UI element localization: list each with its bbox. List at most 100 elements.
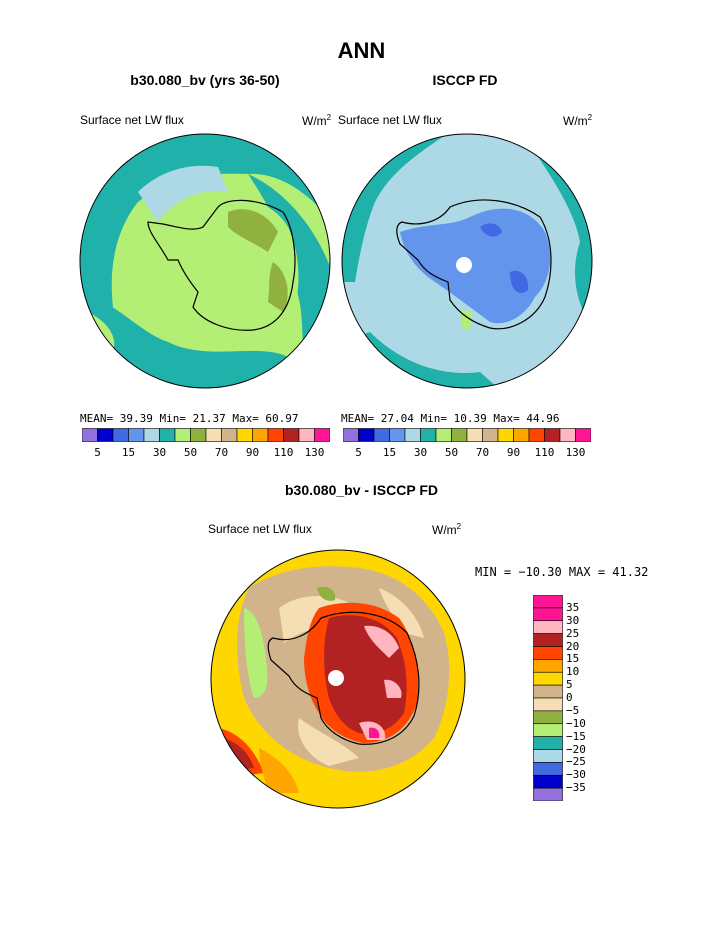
colorbar-tick-label: −30 <box>566 768 586 782</box>
colorbar-swatch <box>343 428 359 442</box>
colorbar-tick-label: −35 <box>566 781 586 795</box>
colorbar-swatch <box>221 428 238 442</box>
colorbar-tick-label: 15 <box>382 446 397 459</box>
colorbar-swatch <box>482 428 499 442</box>
diff-colorbar <box>533 595 563 801</box>
colorbar-swatch <box>190 428 207 442</box>
colorbar-tick-label: 50 <box>183 446 198 459</box>
colorbar-swatch <box>128 428 145 442</box>
colorbar-swatch <box>97 428 114 442</box>
right-colorbar <box>343 428 591 442</box>
colorbar-tick-label: 30 <box>152 446 167 459</box>
colorbar-swatch <box>174 428 191 442</box>
colorbar-swatch <box>420 428 437 442</box>
colorbar-swatch <box>373 428 390 442</box>
colorbar-swatch <box>533 697 563 712</box>
colorbar-swatch <box>533 736 563 750</box>
colorbar-tick-label: 70 <box>214 446 229 459</box>
colorbar-tick-label: −5 <box>566 703 580 717</box>
diff-polar-map <box>210 549 466 809</box>
colorbar-tick-label: 90 <box>245 446 260 459</box>
colorbar-swatch <box>112 428 129 442</box>
right-panel-title: ISCCP FD <box>432 72 498 88</box>
colorbar-swatch <box>205 428 222 442</box>
right-units-label: W/m2 <box>563 113 593 128</box>
colorbar-swatch <box>575 428 591 442</box>
left-panel-title: b30.080_bv (yrs 36-50) <box>130 72 280 88</box>
colorbar-tick-label: 10 <box>566 665 580 679</box>
colorbar-tick-label: 5 <box>355 446 362 459</box>
right-stats: MEAN= 27.04 Min= 10.39 Max= 44.96 <box>341 412 560 425</box>
colorbar-swatch <box>533 774 563 789</box>
colorbar-swatch <box>533 646 563 660</box>
left-colorbar <box>82 428 330 442</box>
colorbar-swatch <box>533 595 563 609</box>
colorbar-swatch <box>451 428 468 442</box>
colorbar-swatch <box>533 749 563 763</box>
colorbar-tick-label: 90 <box>506 446 521 459</box>
colorbar-swatch <box>82 428 98 442</box>
colorbar-swatch <box>143 428 160 442</box>
colorbar-swatch <box>533 762 563 776</box>
colorbar-swatch <box>252 428 269 442</box>
diff-variable-label: Surface net LW flux <box>208 522 312 536</box>
colorbar-swatch <box>435 428 452 442</box>
colorbar-swatch <box>314 428 330 442</box>
colorbar-tick-label: 110 <box>273 446 294 459</box>
colorbar-swatch <box>533 607 563 622</box>
colorbar-swatch <box>267 428 284 442</box>
colorbar-tick-label: −25 <box>566 755 586 769</box>
colorbar-tick-label: 35 <box>566 600 580 614</box>
colorbar-swatch <box>466 428 483 442</box>
colorbar-swatch <box>497 428 514 442</box>
colorbar-tick-label: 5 <box>94 446 101 459</box>
colorbar-tick-label: 5 <box>566 678 573 692</box>
colorbar-swatch <box>389 428 406 442</box>
left-polar-map <box>79 133 331 389</box>
colorbar-tick-label: 30 <box>413 446 428 459</box>
colorbar-swatch <box>533 633 563 647</box>
colorbar-swatch <box>528 428 545 442</box>
colorbar-swatch <box>404 428 421 442</box>
colorbar-tick-label: 70 <box>475 446 490 459</box>
right-polar-map <box>341 133 593 389</box>
diff-stats: MIN = −10.30 MAX = 41.32 <box>475 565 649 579</box>
left-colorbar-ticks: 5 15 30 50 70 90 110 130 <box>82 446 330 460</box>
colorbar-swatch <box>533 671 563 686</box>
colorbar-swatch <box>559 428 576 442</box>
right-variable-label: Surface net LW flux <box>338 113 442 127</box>
colorbar-tick-label: 50 <box>444 446 459 459</box>
colorbar-swatch <box>159 428 176 442</box>
left-variable-label: Surface net LW flux <box>80 113 184 127</box>
colorbar-tick-label: −15 <box>566 729 586 743</box>
colorbar-swatch <box>533 723 563 737</box>
colorbar-swatch <box>236 428 253 442</box>
colorbar-tick-label: 25 <box>566 626 580 640</box>
right-colorbar-ticks: 5 15 30 50 70 90 110 130 <box>343 446 591 460</box>
colorbar-tick-label: 15 <box>566 652 580 666</box>
left-units-label: W/m2 <box>302 113 332 128</box>
colorbar-swatch <box>298 428 315 442</box>
page-title: ANN <box>337 38 386 63</box>
colorbar-tick-label: 130 <box>565 446 586 459</box>
colorbar-swatch <box>533 787 563 801</box>
diff-units-label: W/m2 <box>432 522 462 537</box>
colorbar-swatch <box>544 428 561 442</box>
colorbar-swatch <box>358 428 375 442</box>
colorbar-swatch <box>513 428 530 442</box>
colorbar-swatch <box>533 684 563 699</box>
colorbar-tick-label: −10 <box>566 716 586 730</box>
colorbar-swatch <box>283 428 300 442</box>
colorbar-tick-label: 30 <box>566 613 580 627</box>
colorbar-tick-label: −20 <box>566 742 586 756</box>
colorbar-tick-label: 130 <box>304 446 325 459</box>
diff-colorbar-ticks: 35 30 25 20 15 10 5 0 −5 −10 −15 −20 −25 −30 −35 <box>566 595 606 801</box>
colorbar-swatch <box>533 659 563 673</box>
diff-panel-title: b30.080_bv - ISCCP FD <box>284 482 439 498</box>
colorbar-tick-label: 20 <box>566 639 580 653</box>
colorbar-tick-label: 15 <box>121 446 136 459</box>
colorbar-swatch <box>533 710 563 725</box>
left-stats: MEAN= 39.39 Min= 21.37 Max= 60.97 <box>80 412 299 425</box>
colorbar-swatch <box>533 620 563 634</box>
colorbar-tick-label: 110 <box>534 446 555 459</box>
